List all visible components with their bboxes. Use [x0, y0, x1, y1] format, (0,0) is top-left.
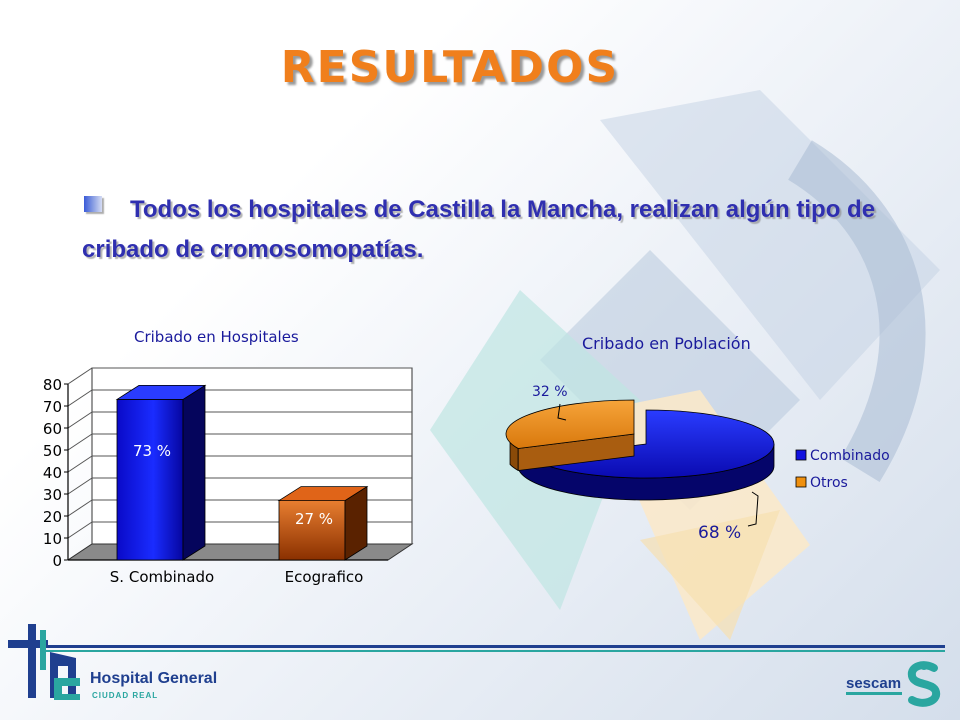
bar-chart-title: Cribado en Hospitales: [134, 328, 299, 346]
hospital-city: CIUDAD REAL: [92, 691, 159, 700]
sescam-s-logo-icon: [907, 661, 941, 707]
pie-chart-title: Cribado en Población: [582, 334, 751, 353]
org-name: sescam: [846, 675, 902, 692]
footer-divider-accent: [40, 650, 945, 652]
hospital-name: Hospital General: [90, 670, 218, 687]
org-underline: [846, 692, 902, 695]
bullet-text: Todos los hospitales de Castilla la Manc…: [82, 196, 876, 263]
hospital-logo-icon: [8, 624, 80, 700]
slide-title: RESULTADOS: [280, 42, 620, 93]
bullet-square-icon: [84, 196, 102, 212]
footer-divider: [40, 645, 945, 648]
